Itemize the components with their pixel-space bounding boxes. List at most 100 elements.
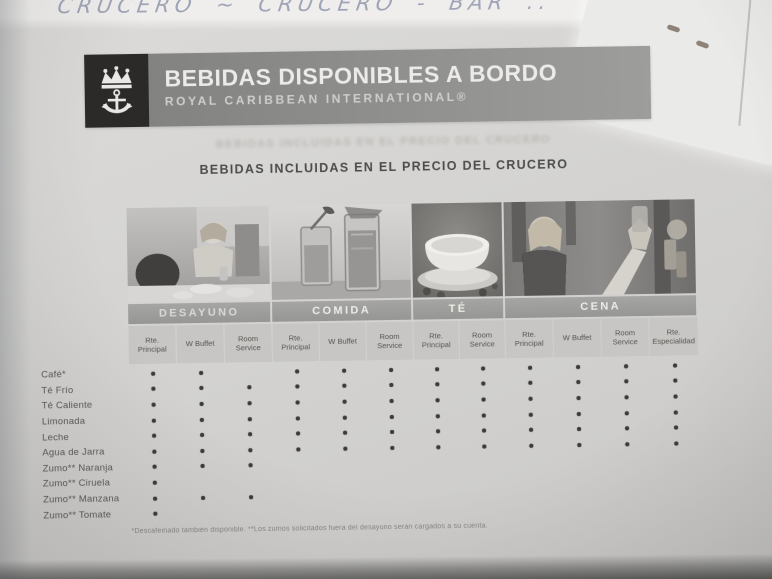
availability-dot bbox=[342, 415, 347, 420]
column-header: Rte. Principal bbox=[413, 320, 459, 360]
availability-cell bbox=[651, 435, 700, 451]
availability-cell bbox=[368, 455, 415, 471]
availability-dot bbox=[481, 381, 486, 386]
availability-cell bbox=[322, 487, 369, 503]
availability-cell bbox=[415, 423, 461, 439]
availability-cell bbox=[507, 437, 555, 453]
availability-cell bbox=[273, 363, 320, 379]
availability-cell bbox=[226, 426, 274, 442]
availability-cell bbox=[414, 377, 460, 393]
availability-dot bbox=[435, 398, 440, 403]
availability-cell bbox=[414, 361, 460, 377]
availability-cell bbox=[415, 439, 461, 455]
availability-dot bbox=[200, 448, 205, 453]
availability-cell bbox=[321, 456, 368, 472]
availability-cell bbox=[225, 379, 273, 395]
availability-dot bbox=[481, 413, 486, 418]
availability-cell bbox=[367, 362, 414, 378]
availability-dot bbox=[341, 384, 346, 389]
availability-dot bbox=[529, 427, 534, 433]
availability-cell bbox=[462, 469, 508, 485]
availability-dot bbox=[248, 463, 253, 468]
availability-cell bbox=[369, 486, 416, 502]
availability-cell bbox=[131, 490, 179, 506]
availability-cell bbox=[414, 392, 460, 408]
availability-cell bbox=[416, 486, 462, 502]
availability-dot bbox=[673, 410, 678, 415]
availability-dot bbox=[151, 402, 156, 407]
availability-cell bbox=[320, 362, 367, 378]
row-label: Agua de Jarra bbox=[42, 446, 105, 459]
availability-dot bbox=[673, 425, 678, 430]
availability-cell bbox=[367, 377, 414, 393]
photo-tea-cup-and-saucer bbox=[411, 202, 503, 298]
availability-cell bbox=[651, 420, 700, 436]
availability-cell bbox=[603, 405, 651, 421]
availability-cell bbox=[415, 454, 461, 470]
availability-dot bbox=[199, 386, 204, 391]
availability-cell bbox=[603, 451, 651, 467]
availability-cell bbox=[462, 485, 508, 501]
availability-cell bbox=[226, 411, 274, 427]
availability-dot bbox=[673, 394, 678, 399]
availability-cell bbox=[320, 394, 367, 410]
availability-dot bbox=[672, 363, 677, 368]
availability-cell bbox=[554, 374, 602, 390]
availability-cell bbox=[178, 443, 226, 459]
availability-cell bbox=[507, 453, 555, 469]
availability-cell bbox=[603, 420, 651, 436]
availability-cell bbox=[178, 411, 226, 427]
availability-cell bbox=[178, 458, 226, 474]
availability-cell bbox=[461, 454, 507, 470]
availability-dot bbox=[625, 442, 630, 447]
availability-dot bbox=[624, 410, 629, 415]
availability-dot bbox=[528, 365, 533, 370]
header-titles: BEBIDAS DISPONIBLES A BORDO ROYAL CARIBB… bbox=[148, 47, 558, 126]
availability-dot bbox=[481, 397, 486, 402]
availability-dot bbox=[389, 445, 394, 450]
availability-dot bbox=[625, 426, 630, 431]
availability-dot bbox=[295, 431, 300, 436]
availability-cell bbox=[320, 378, 367, 394]
availability-cell bbox=[321, 440, 368, 456]
availability-dot bbox=[152, 433, 157, 438]
row-label: Limonada bbox=[41, 415, 86, 428]
availability-dot bbox=[528, 412, 533, 417]
availability-dot bbox=[481, 366, 486, 371]
availability-cell bbox=[462, 501, 508, 517]
availability-cell bbox=[227, 489, 275, 505]
availability-cell bbox=[322, 472, 369, 488]
column-header: Room Service bbox=[459, 320, 505, 359]
availability-cell bbox=[227, 504, 275, 520]
availability-cell bbox=[652, 497, 701, 513]
availability-dot bbox=[152, 480, 157, 485]
availability-cell bbox=[368, 440, 415, 456]
availability-dot bbox=[248, 432, 253, 437]
availability-cell bbox=[602, 389, 650, 405]
availability-dot bbox=[435, 367, 440, 372]
availability-cell bbox=[604, 498, 652, 514]
page-title: BEBIDAS DISPONIBLES A BORDO bbox=[164, 59, 558, 92]
availability-cell bbox=[650, 388, 699, 404]
availability-dot bbox=[249, 494, 254, 499]
royal-caribbean-logo bbox=[84, 53, 150, 128]
availability-cell bbox=[460, 391, 506, 407]
availability-cell bbox=[227, 473, 275, 489]
availability-cell bbox=[179, 489, 227, 505]
availability-cell bbox=[650, 357, 699, 373]
column-header: W Buffet bbox=[319, 322, 366, 362]
availability-cell bbox=[368, 424, 415, 440]
availability-cell bbox=[129, 365, 177, 381]
row-label: Zumo** Naranja bbox=[42, 462, 114, 475]
section-title: BEBIDAS INCLUIDAS EN EL PRECIO DEL CRUCE… bbox=[199, 157, 569, 177]
availability-cell bbox=[507, 406, 555, 422]
availability-cell bbox=[652, 466, 701, 482]
availability-dot bbox=[436, 444, 441, 450]
availability-cell bbox=[273, 394, 320, 410]
availability-dot bbox=[151, 418, 156, 423]
availability-cell bbox=[130, 412, 178, 428]
availability-dot bbox=[247, 416, 252, 421]
availability-dot bbox=[576, 380, 581, 385]
availability-cell bbox=[604, 467, 652, 483]
row-label: Leche bbox=[42, 431, 70, 444]
